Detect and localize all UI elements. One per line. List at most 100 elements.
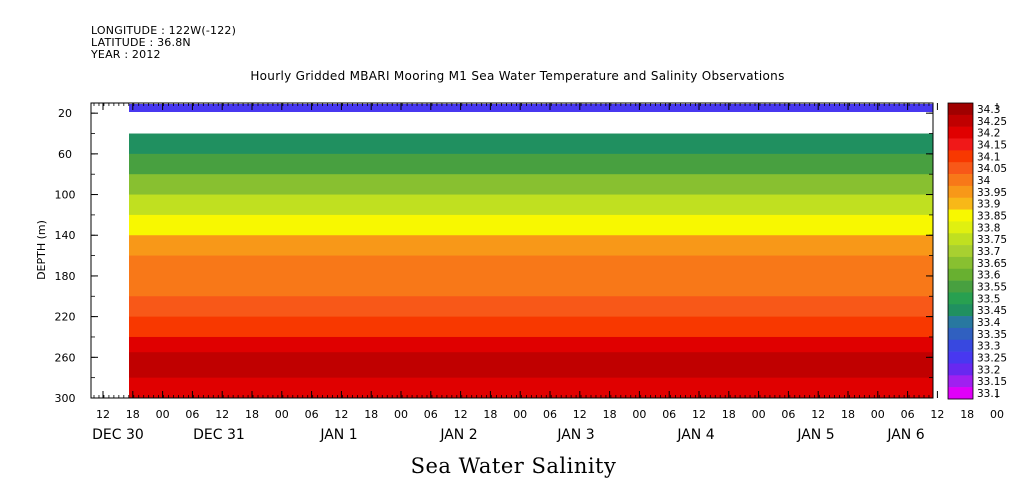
colorbar-label: 33.5 (977, 293, 1000, 305)
x-hour-tick-label: 18 (841, 408, 855, 421)
x-hour-tick-label: 06 (424, 408, 438, 421)
colorbar-swatch (948, 375, 973, 388)
x-hour-tick-label: 00 (156, 408, 170, 421)
y-tick-label: 140 (55, 229, 76, 242)
y-tick-label: 260 (55, 351, 76, 364)
colorbar-swatch (948, 245, 973, 258)
y-tick-label: 300 (55, 392, 76, 405)
x-day-label: JAN 4 (676, 427, 714, 443)
x-day-label: DEC 31 (193, 427, 245, 443)
colorbar-label: 33.25 (977, 353, 1007, 365)
colorbar-swatch (948, 280, 973, 293)
x-hour-tick-label: 18 (603, 408, 617, 421)
colorbar-swatch (948, 268, 973, 281)
colorbar-swatch (948, 327, 973, 341)
salinity-band (129, 352, 933, 379)
colorbar-label: 33.7 (977, 246, 1000, 258)
colorbar-label: 33.35 (977, 329, 1007, 341)
y-tick-label: 60 (58, 148, 72, 161)
colorbar-swatch (948, 256, 973, 270)
colorbar-swatch (948, 114, 973, 127)
salinity-band (129, 316, 933, 338)
colorbar-label: 34.05 (977, 163, 1007, 175)
salinity-bands (129, 104, 933, 399)
x-hour-tick-label: 18 (364, 408, 378, 421)
colorbar-swatch (948, 221, 973, 234)
colorbar-label: 33.2 (977, 364, 1000, 376)
x-hour-tick-label: 06 (185, 408, 199, 421)
x-hour-tick-label: 12 (454, 408, 468, 421)
x-hour-tick-label: 00 (275, 408, 289, 421)
salinity-band (129, 255, 933, 277)
x-hour-tick-label: 06 (662, 408, 676, 421)
y-tick-label: 20 (58, 107, 72, 120)
x-hour-tick-label: 12 (215, 408, 229, 421)
colorbar-label: 34.1 (977, 151, 1000, 163)
colorbar-label: 33.65 (977, 258, 1007, 270)
x-hour-tick-label: 18 (126, 408, 140, 421)
y-tick-label: 220 (55, 311, 76, 324)
plot-frame (90, 102, 934, 399)
colorbar-swatch (948, 174, 973, 187)
x-hour-tick-label: 12 (573, 408, 587, 421)
salinity-band (129, 153, 933, 175)
x-hour-tick-label: 00 (513, 408, 527, 421)
colorbar-label: 33.9 (977, 199, 1000, 211)
colorbar-swatch (948, 292, 973, 305)
x-day-label: JAN 2 (439, 427, 477, 443)
x-hour-tick-label: 06 (901, 408, 915, 421)
chart-title: Hourly Gridded MBARI Mooring M1 Sea Wate… (250, 69, 785, 83)
colorbar-frame (947, 102, 974, 400)
salinity-band (129, 377, 933, 399)
x-day-label: JAN 5 (796, 427, 834, 443)
salinity-band (129, 235, 933, 257)
y-tick-label: 180 (55, 270, 76, 283)
salinity-band (129, 174, 933, 196)
salinity-band (129, 214, 933, 236)
x-day-label: JAN 6 (886, 427, 924, 443)
salinity-band (129, 133, 933, 155)
colorbar-label: 33.75 (977, 234, 1007, 246)
x-day-label: JAN 1 (319, 427, 357, 443)
colorbar-label: 33.8 (977, 222, 1000, 234)
x-hour-tick-label: 00 (990, 408, 1004, 421)
colorbar-label: 33.45 (977, 305, 1007, 317)
x-hour-tick-label: 18 (722, 408, 736, 421)
colorbar: 34.334.2534.234.1534.134.053433.9533.933… (947, 102, 1007, 400)
colorbar-swatch (948, 126, 973, 139)
x-axis-title: Sea Water Salinity (410, 454, 617, 478)
colorbar-swatch (948, 185, 973, 199)
salinity-band (129, 104, 933, 112)
salinity-band (129, 336, 933, 353)
colorbar-swatch (948, 162, 973, 175)
colorbar-label: 33.55 (977, 282, 1007, 294)
salinity-band (129, 296, 933, 318)
x-hour-tick-label: 12 (334, 408, 348, 421)
colorbar-label: 33.4 (977, 317, 1001, 329)
colorbar-swatch (948, 150, 973, 163)
x-hour-tick-label: 12 (930, 408, 944, 421)
salinity-band (129, 194, 933, 216)
x-hour-tick-label: 12 (811, 408, 825, 421)
x-hour-tick-label: 00 (632, 408, 646, 421)
x-day-label: JAN 3 (556, 427, 594, 443)
colorbar-swatch (948, 316, 973, 329)
longitude-label: LONGITUDE : 122W(-122) (91, 24, 237, 37)
x-hour-tick-label: 12 (96, 408, 110, 421)
x-hour-tick-label: 18 (483, 408, 497, 421)
colorbar-label: 34.15 (977, 139, 1007, 151)
colorbar-label: 34.2 (977, 128, 1000, 140)
x-hour-tick-label: 06 (543, 408, 557, 421)
latitude-label: LATITUDE : 36.8N (91, 36, 191, 49)
colorbar-label: 33.85 (977, 210, 1007, 222)
colorbar-label: 33.1 (977, 388, 1000, 400)
colorbar-swatch (948, 363, 973, 376)
x-hour-tick-label: 12 (692, 408, 706, 421)
colorbar-swatch (948, 339, 973, 352)
x-hour-tick-label: 00 (871, 408, 885, 421)
colorbar-label: 34.25 (977, 116, 1007, 128)
x-hour-tick-label: 06 (781, 408, 795, 421)
x-hour-tick-label: 18 (960, 408, 974, 421)
colorbar-label: 34 (977, 175, 991, 187)
